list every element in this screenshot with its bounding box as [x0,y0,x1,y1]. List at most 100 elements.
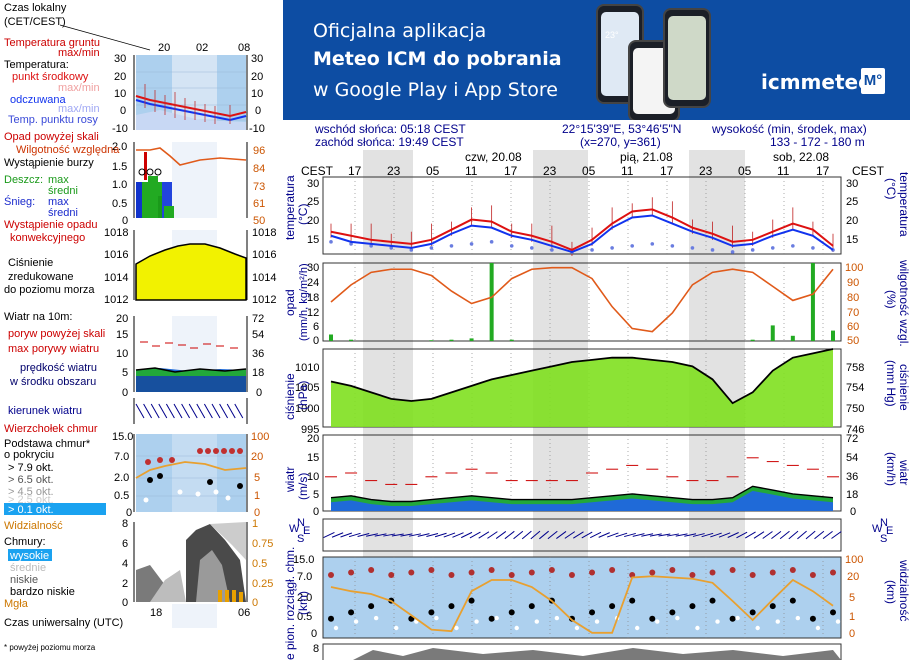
wind-arrow [701,532,714,538]
cloud-base-dot [448,603,455,610]
pressure-tick-r: 750 [846,403,864,415]
cloud-top-dot [709,569,716,576]
legend-cloud-tick: 4 [122,558,128,570]
winddir-s-label-r: S [880,533,887,545]
precip-bar [770,325,775,341]
wind-arrow [771,530,782,540]
wind-tick: 5 [313,489,319,501]
precip-tick: 30 [307,262,319,274]
promo-banner[interactable]: Oficjalna aplikacja Meteo ICM do pobrani… [283,0,910,120]
legend-pressure-tick-r: 1016 [252,249,276,261]
precip-tick: 6 [313,321,319,333]
cloud-base-dot [729,615,736,622]
phone-temp: 23° [605,30,619,40]
grid-text: (x=270, y=361) [580,135,661,149]
legend-pressure-tick: 1016 [104,249,128,261]
banner-line-3: w Google Play i App Store [313,79,558,101]
legend-cloud-base-1: Podstawa chmur* [4,438,91,450]
cloud-base-dot-light [333,625,339,631]
pressure-area [331,349,833,427]
precip-bar [831,330,835,341]
legend-snow: Śnieg: [4,195,35,208]
cloud-base-dot [609,603,616,610]
cloud-base-dot [789,597,796,604]
wind-arrow [547,530,558,540]
cloud-top-dot [388,572,395,578]
wind-arrow [460,531,473,539]
legend-clouds: Chmury: [4,536,46,548]
cloud-base-dot [669,609,676,616]
pressure-line [330,348,834,405]
hour-label: 23 [387,164,401,178]
cloud-base-dot [830,609,836,616]
dew-point [489,240,494,244]
precip-bar [429,340,434,341]
temp-tick: 25 [307,196,319,208]
legend-cloud-tick: 6 [122,538,128,550]
legend-visibility: Widzialność [4,520,63,532]
legend-temp-maxmin: max/min [58,82,100,94]
hour-label: 23 [543,164,557,178]
winddir-n-label: N [297,517,305,529]
legend-wind-arrow [143,403,153,419]
brand-logo-box: M° [861,68,885,94]
legend-winddir-panel [136,398,246,424]
cloud-base-dot-light [755,625,760,631]
wind-arrow [692,533,705,537]
cloud-base-dot [508,609,515,616]
legend-base-tick: 7.0 [114,451,129,463]
legend-soil-temp: Temperatura gruntu [4,37,100,49]
hour-label: 05 [738,164,752,178]
pressure-axis-unit: (hPa) [296,381,310,410]
legend-wind-arrow [196,403,206,419]
wind-arrow [684,533,697,537]
dew-point [329,240,333,244]
wind-arrow [443,532,456,538]
winddir-w-label-r: W [872,523,883,535]
wind-arrow [366,533,378,537]
cloud-base-dot-light [775,619,780,624]
wind-axis-label: wiatr [283,467,297,493]
wind-arrow [718,532,731,538]
wind-arrow [487,531,498,539]
cloud-top-dot [629,572,636,578]
pressure-tick: 995 [301,424,319,436]
winddir-n-label-r: N [880,517,888,529]
wind-arrow [409,533,421,537]
day-label: pią, 21.08 [620,150,673,164]
hour-label: 11 [465,164,478,178]
precip-bar [329,334,333,341]
legend-cloud-tick: 0 [122,597,128,609]
precip-axis-unit: (mm/h, kg/m²/h) [298,263,310,341]
legend-wind-speed-2: w środku obszaru [9,376,96,388]
legend-wind-arrow [181,403,191,419]
cloudbase-axis-label: e pion. rozciągł. chm. [283,547,297,660]
wind-arrow [495,531,507,539]
temp-line [330,208,834,252]
legend-cloud-tick: 2 [122,578,128,590]
temp-tick: 30 [307,178,319,190]
cloud-top-dot [488,567,495,573]
humidity-tick: 80 [847,292,859,304]
legend-precip-tick: 1.5 [112,161,127,173]
pressure-axis-label: ciśnienie [283,373,297,420]
wind-arrow [573,531,584,539]
cloud-top-dot [809,572,816,578]
dew-point [630,244,634,248]
cloudbase-tick: 0.5 [297,611,312,623]
legend-utc: Czas uniwersalny (UTC) [4,617,123,629]
visibility-tick: 5 [849,592,855,604]
precip-bar [750,339,755,341]
wind-tick-r: 0 [850,506,856,518]
wind-tick: 15 [307,452,319,464]
legend-okt01: > 0.1 okt. [8,504,54,516]
legend-midpoint: punkt środkowy [12,71,89,83]
legend-cloud-low: niskie [10,574,38,586]
legend-rain-max: max [48,174,69,186]
cloud-base-dot-light [815,625,821,631]
visibility-axis-label: widzialność [897,559,910,621]
legend-precip-tick: 0 [122,215,128,227]
precip-tick: 18 [307,292,319,304]
wind-arrow [831,531,842,539]
wind-arrow [632,533,645,537]
